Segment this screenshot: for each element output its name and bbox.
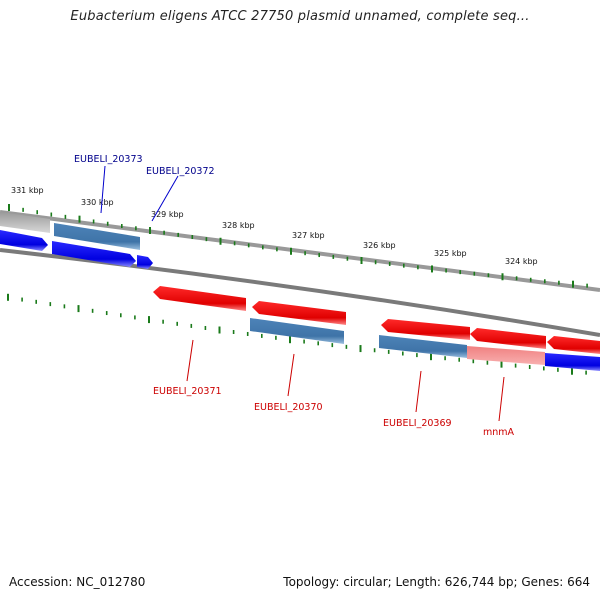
gene-eubeli-20369-upper[interactable]: [381, 319, 470, 340]
topology-summary: Topology: circular; Length: 626,744 bp; …: [283, 575, 590, 589]
gene-blue-forward-2[interactable]: [52, 241, 136, 267]
gene-eubeli-20371[interactable]: [153, 286, 246, 311]
backbone: [0, 248, 600, 337]
map-title: Eubacterium eligens ATCC 27750 plasmid u…: [70, 9, 530, 24]
tick-label: 330 kbp: [81, 198, 114, 207]
tick-label: 329 kbp: [151, 210, 184, 219]
leader-eubeli-20373: [100, 165, 106, 214]
gene-label-eubeli-20373[interactable]: EUBELI_20373: [74, 154, 143, 165]
gene-grey-forward[interactable]: [0, 212, 50, 233]
gene-label-eubeli-20371[interactable]: EUBELI_20371: [153, 386, 222, 397]
gene-label-mnma[interactable]: mnmA: [483, 427, 515, 438]
accession-text: Accession: NC_012780: [9, 575, 146, 589]
gene-label-eubeli-20372[interactable]: EUBELI_20372: [146, 166, 215, 177]
leader-eubeli-20369: [415, 370, 422, 413]
gene-eubeli-20369[interactable]: [379, 335, 467, 358]
tick-label: 326 kbp: [363, 241, 396, 250]
tick-label: 324 kbp: [505, 257, 538, 266]
leader-mnma: [498, 376, 505, 422]
tick-label: 327 kbp: [292, 231, 325, 240]
gene-eubeli-20373[interactable]: [54, 223, 140, 250]
gene-eubeli-20372[interactable]: [137, 255, 153, 269]
gene-label-eubeli-20370[interactable]: EUBELI_20370: [254, 402, 323, 413]
gene-mnma[interactable]: [467, 346, 545, 365]
gene-label-eubeli-20369[interactable]: EUBELI_20369: [383, 418, 452, 429]
gene-eubeli-20370-upper[interactable]: [252, 301, 346, 325]
leader-eubeli-20371: [186, 339, 194, 382]
tick-marks: [7, 203, 588, 375]
tick-labels: 331 kbp 330 kbp 329 kbp 328 kbp 327 kbp …: [11, 186, 538, 266]
gene-blue-edge[interactable]: [545, 353, 600, 371]
tick-label: 328 kbp: [222, 221, 255, 230]
tick-label: 331 kbp: [11, 186, 44, 195]
leader-eubeli-20372: [151, 175, 179, 222]
gene-red-reverse-edge[interactable]: [547, 336, 600, 354]
tick-label: 325 kbp: [434, 249, 467, 258]
gene-blue-forward-1[interactable]: [0, 230, 48, 251]
gene-red-reverse[interactable]: [470, 328, 546, 349]
gene-eubeli-20370[interactable]: [250, 318, 344, 344]
leader-eubeli-20370: [287, 353, 295, 397]
